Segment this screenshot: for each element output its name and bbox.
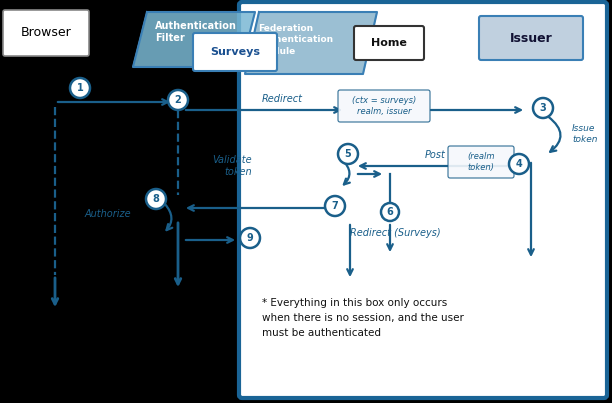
Text: Post: Post (425, 150, 446, 160)
Circle shape (509, 154, 529, 174)
Circle shape (168, 90, 188, 110)
Polygon shape (133, 12, 255, 67)
Text: Redirect: Redirect (262, 94, 303, 104)
Circle shape (533, 98, 553, 118)
Text: 9: 9 (247, 233, 253, 243)
Text: Authentication
Filter: Authentication Filter (155, 21, 237, 43)
Text: 2: 2 (174, 95, 181, 105)
Circle shape (325, 196, 345, 216)
Text: Home: Home (371, 38, 407, 48)
Text: Authorize: Authorize (85, 209, 132, 219)
Text: Redirect (Surveys): Redirect (Surveys) (350, 228, 441, 238)
Circle shape (146, 189, 166, 209)
Text: Validate
token: Validate token (212, 155, 252, 177)
FancyBboxPatch shape (239, 2, 607, 398)
Circle shape (381, 203, 399, 221)
Circle shape (70, 78, 90, 98)
Text: (ctx = surveys)
realm, issuer: (ctx = surveys) realm, issuer (352, 96, 416, 116)
Text: 8: 8 (152, 194, 160, 204)
Text: 6: 6 (387, 207, 394, 217)
FancyBboxPatch shape (338, 90, 430, 122)
Text: Surveys: Surveys (210, 47, 260, 57)
Text: Browser: Browser (21, 27, 72, 39)
Polygon shape (245, 12, 377, 74)
Text: 5: 5 (345, 149, 351, 159)
FancyBboxPatch shape (354, 26, 424, 60)
FancyBboxPatch shape (448, 146, 514, 178)
FancyBboxPatch shape (3, 10, 89, 56)
Text: 7: 7 (332, 201, 338, 211)
Circle shape (240, 228, 260, 248)
FancyBboxPatch shape (479, 16, 583, 60)
Text: Issuer: Issuer (510, 31, 553, 44)
Text: Issue
token: Issue token (572, 124, 597, 144)
Circle shape (338, 144, 358, 164)
Text: * Everything in this box only occurs
when there is no session, and the user
must: * Everything in this box only occurs whe… (262, 298, 464, 338)
Text: (realm
token): (realm token) (467, 152, 494, 172)
Text: 4: 4 (516, 159, 523, 169)
Text: 3: 3 (540, 103, 547, 113)
Text: Federation
Authentication
Module: Federation Authentication Module (258, 25, 334, 56)
Text: 1: 1 (76, 83, 83, 93)
FancyBboxPatch shape (193, 33, 277, 71)
